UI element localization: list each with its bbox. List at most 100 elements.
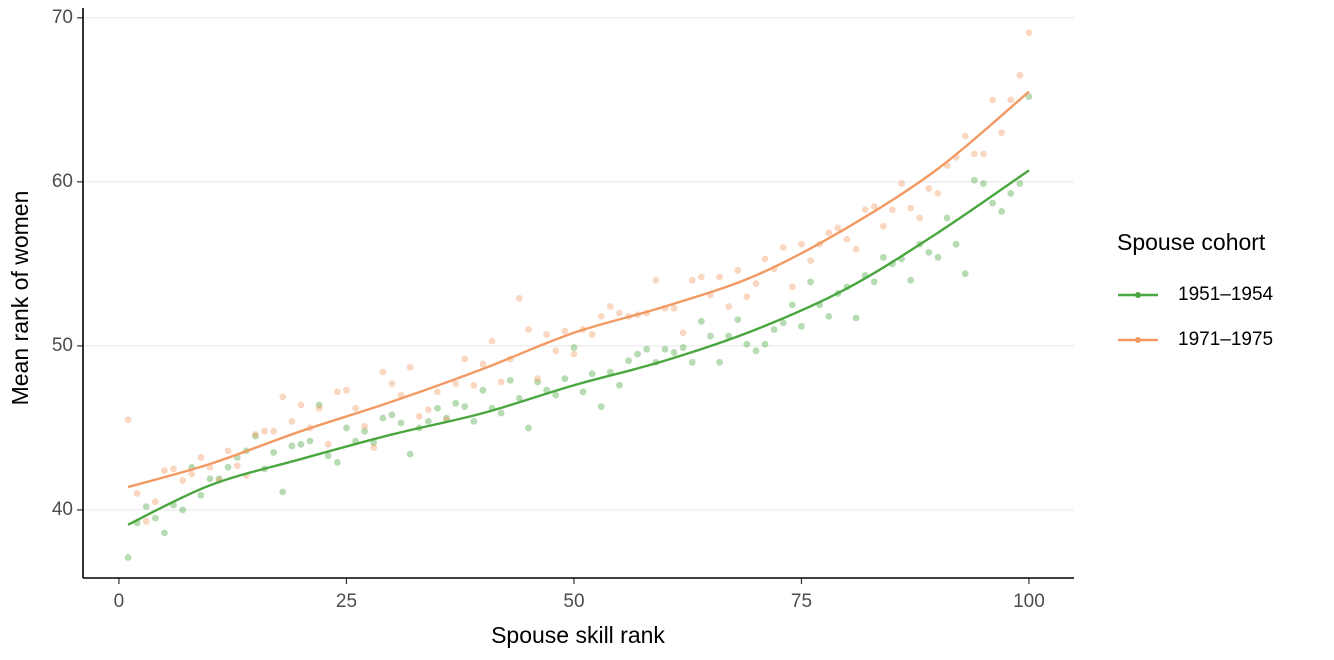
point	[343, 386, 350, 394]
point	[661, 345, 669, 353]
point	[525, 424, 532, 432]
point	[434, 388, 441, 396]
point	[197, 491, 205, 499]
point	[461, 355, 469, 363]
point	[1025, 29, 1033, 37]
y-tick-label: 50	[52, 335, 73, 356]
point	[798, 322, 805, 330]
point	[761, 340, 769, 348]
point	[852, 245, 860, 253]
point	[297, 440, 305, 448]
point	[515, 394, 523, 402]
point	[379, 368, 387, 376]
point	[925, 185, 933, 192]
point	[161, 467, 168, 474]
point	[570, 344, 578, 351]
point	[597, 403, 605, 410]
point	[443, 414, 450, 422]
point	[998, 129, 1006, 137]
point	[934, 253, 942, 261]
point	[716, 273, 723, 281]
point	[352, 404, 359, 412]
point	[934, 189, 942, 197]
point	[870, 203, 878, 210]
point	[707, 332, 714, 340]
point	[825, 229, 833, 237]
point	[224, 447, 232, 455]
point	[725, 303, 733, 310]
point	[616, 309, 623, 317]
point	[161, 529, 168, 537]
point	[725, 332, 733, 340]
point	[798, 240, 805, 248]
point	[497, 409, 505, 417]
point	[743, 293, 751, 301]
point	[197, 454, 205, 461]
point	[525, 326, 532, 333]
point	[1025, 93, 1033, 100]
point	[479, 360, 487, 368]
point	[970, 176, 978, 184]
point	[270, 427, 278, 435]
point	[970, 150, 978, 158]
point	[770, 326, 778, 333]
point	[879, 253, 887, 261]
point	[324, 440, 332, 448]
point	[470, 381, 478, 389]
point	[916, 214, 924, 222]
point	[424, 417, 432, 425]
point	[752, 347, 760, 355]
point	[907, 204, 915, 212]
point	[270, 449, 278, 456]
y-tick-label: 40	[52, 499, 73, 520]
point	[333, 388, 341, 396]
point	[807, 257, 814, 265]
point	[506, 376, 514, 384]
point	[588, 331, 596, 338]
legend-label: 1971–1975	[1178, 329, 1273, 350]
x-tick-label: 25	[336, 591, 357, 612]
grid	[83, 17, 1074, 511]
point	[980, 180, 987, 187]
point	[397, 419, 405, 427]
point	[151, 514, 159, 522]
y-tick-label: 60	[52, 171, 73, 192]
point	[998, 207, 1006, 215]
point	[406, 363, 414, 371]
point	[315, 404, 323, 412]
point	[679, 329, 687, 337]
x-tick-label: 50	[563, 591, 584, 612]
legend-title: Spouse cohort	[1117, 229, 1266, 255]
point	[452, 380, 460, 388]
point	[315, 401, 323, 409]
point	[343, 424, 350, 432]
point	[142, 503, 150, 511]
point	[388, 380, 396, 388]
point	[497, 378, 505, 386]
point	[852, 314, 860, 322]
legend-label: 1951–1954	[1178, 284, 1274, 305]
point	[670, 349, 678, 356]
point	[361, 427, 369, 435]
point	[261, 427, 268, 435]
point	[288, 417, 296, 425]
point	[324, 452, 332, 460]
point	[534, 375, 541, 383]
point	[697, 273, 705, 281]
series-points	[124, 29, 1033, 525]
point	[252, 431, 259, 438]
point	[306, 437, 314, 445]
point	[788, 283, 796, 291]
point	[534, 378, 541, 386]
point	[643, 345, 651, 353]
point	[424, 406, 432, 414]
x-tick-label: 0	[114, 591, 125, 612]
point	[752, 280, 760, 287]
point	[779, 244, 787, 251]
point	[588, 370, 596, 378]
point	[415, 413, 423, 420]
point	[943, 214, 951, 222]
point	[597, 312, 605, 320]
point	[170, 465, 177, 473]
